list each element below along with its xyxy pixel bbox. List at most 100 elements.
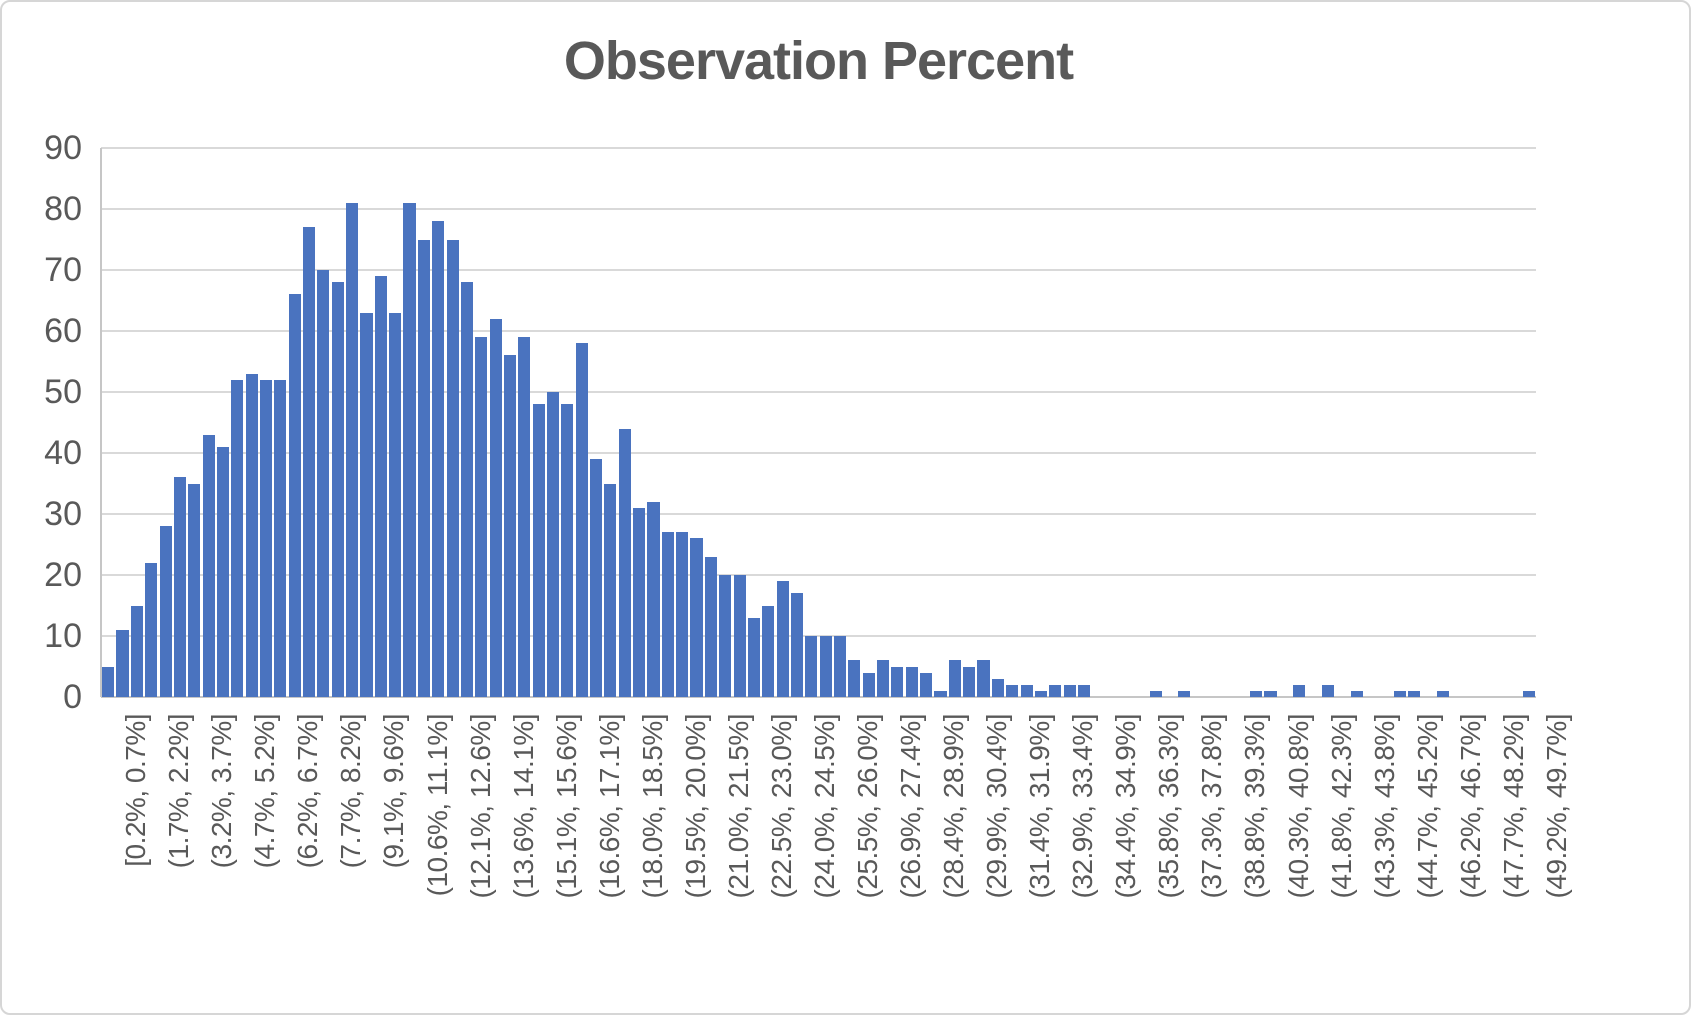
- y-gridline: [101, 269, 1536, 271]
- histogram-bar: [417, 239, 430, 697]
- y-tick-label: 60: [44, 312, 82, 350]
- y-tick-label: 90: [44, 129, 82, 167]
- x-tick-label: (4.7%, 5.2%]: [249, 714, 281, 869]
- histogram-bar: [848, 660, 861, 697]
- y-gridline: [101, 635, 1536, 637]
- x-tick-label: (18.0%, 18.5%]: [636, 714, 668, 899]
- histogram-bar: [877, 660, 890, 697]
- histogram-bar: [403, 202, 416, 697]
- histogram-bar: [389, 312, 402, 697]
- x-tick-label: (32.9%, 33.4%]: [1067, 714, 1099, 899]
- histogram-bar: [259, 379, 273, 697]
- x-tick-label: (35.8%, 36.3%]: [1153, 714, 1185, 899]
- histogram-bar: [805, 636, 818, 697]
- histogram-bar: [991, 678, 1004, 697]
- histogram-bar: [647, 501, 660, 697]
- histogram-bar: [518, 337, 531, 697]
- histogram-bar: [633, 507, 646, 697]
- histogram-bar: [1020, 684, 1033, 697]
- histogram-bar: [446, 239, 459, 697]
- histogram-bar: [733, 575, 746, 697]
- y-tick-label: 40: [44, 434, 82, 472]
- x-tick-label: (34.4%, 34.9%]: [1110, 714, 1142, 899]
- histogram-bar: [1393, 690, 1406, 697]
- x-tick-label: (44.7%, 45.2%]: [1411, 714, 1443, 899]
- histogram-bar: [130, 605, 143, 697]
- histogram-bar: [274, 379, 287, 697]
- y-gridline: [101, 513, 1536, 515]
- x-tick-label: (41.8%, 42.3%]: [1325, 714, 1357, 899]
- histogram-bar: [1250, 690, 1263, 697]
- x-tick-label: (26.9%, 27.4%]: [895, 714, 927, 899]
- x-tick-label: (24.0%, 24.5%]: [808, 714, 840, 899]
- histogram-bar: [661, 532, 674, 697]
- x-tick-label: (49.2%, 49.7%]: [1540, 714, 1572, 899]
- x-tick-label: (13.6%, 14.1%]: [507, 714, 539, 899]
- histogram-bar: [1049, 684, 1062, 697]
- histogram-bar: [963, 666, 976, 697]
- x-tick-label: (12.1%, 12.6%]: [464, 714, 496, 899]
- histogram-bar: [604, 483, 617, 697]
- y-gridline: [101, 452, 1536, 454]
- x-tick-label: (31.4%, 31.9%]: [1024, 714, 1056, 899]
- x-tick-label: (47.7%, 48.2%]: [1497, 714, 1529, 899]
- histogram-bar: [331, 282, 344, 697]
- x-axis-line: [101, 696, 1536, 698]
- chart-title: Observation Percent: [563, 31, 1074, 91]
- histogram-bar: [762, 605, 775, 697]
- y-gridline: [101, 147, 1536, 149]
- histogram-bar: [360, 312, 373, 697]
- x-tick-label: (21.0%, 21.5%]: [722, 714, 754, 899]
- histogram-bar: [561, 404, 574, 697]
- x-tick-label: (7.7%, 8.2%]: [335, 714, 367, 869]
- y-tick-label: 0: [63, 678, 82, 716]
- histogram-bar: [790, 593, 804, 697]
- histogram-bar: [1436, 690, 1449, 697]
- histogram-bar: [188, 483, 201, 697]
- histogram-bar: [1264, 690, 1277, 697]
- histogram-bar: [116, 629, 129, 697]
- histogram-bar: [202, 434, 215, 697]
- histogram-bar: [532, 404, 545, 697]
- y-axis-line: [100, 148, 102, 697]
- x-tick-label: (43.3%, 43.8%]: [1368, 714, 1400, 899]
- histogram-bar: [862, 672, 875, 697]
- x-tick-label: (38.8%, 39.3%]: [1239, 714, 1271, 899]
- x-tick-label: (1.7%, 2.2%]: [163, 714, 195, 869]
- y-gridline: [101, 391, 1536, 393]
- histogram-bar: [704, 556, 717, 697]
- x-tick-label: (16.6%, 17.1%]: [593, 714, 625, 899]
- histogram-bar: [102, 666, 115, 697]
- histogram-bar: [1522, 690, 1535, 697]
- x-tick-label: (28.4%, 28.9%]: [938, 714, 970, 899]
- y-gridline: [101, 330, 1536, 332]
- histogram-bar: [173, 477, 186, 697]
- histogram-bar: [977, 660, 990, 697]
- histogram-bar: [245, 373, 258, 697]
- x-tick-label: (29.9%, 30.4%]: [981, 714, 1013, 899]
- x-tick-label: (6.2%, 6.7%]: [292, 714, 324, 869]
- histogram-bar: [1321, 684, 1334, 697]
- x-tick-label: (37.3%, 37.8%]: [1196, 714, 1228, 899]
- x-tick-label: (46.2%, 46.7%]: [1454, 714, 1486, 899]
- histogram-bar: [374, 276, 387, 697]
- x-tick-label: (40.3%, 40.8%]: [1282, 714, 1314, 899]
- histogram-bar: [1149, 690, 1162, 697]
- y-tick-label: 70: [44, 251, 82, 289]
- histogram-bar: [920, 672, 933, 697]
- x-tick-label: (3.2%, 3.7%]: [206, 714, 238, 869]
- x-tick-label: (25.5%, 26.0%]: [852, 714, 884, 899]
- y-tick-label: 20: [44, 556, 82, 594]
- histogram-bar: [1293, 684, 1306, 697]
- histogram-bar: [159, 526, 172, 697]
- y-gridline: [101, 574, 1536, 576]
- histogram-bar: [432, 221, 445, 697]
- histogram-bar: [590, 459, 603, 697]
- y-tick-label: 30: [44, 495, 82, 533]
- histogram-bar: [819, 636, 832, 697]
- histogram-bar: [1350, 690, 1363, 697]
- histogram-bar: [503, 355, 517, 697]
- histogram-bar: [475, 337, 488, 697]
